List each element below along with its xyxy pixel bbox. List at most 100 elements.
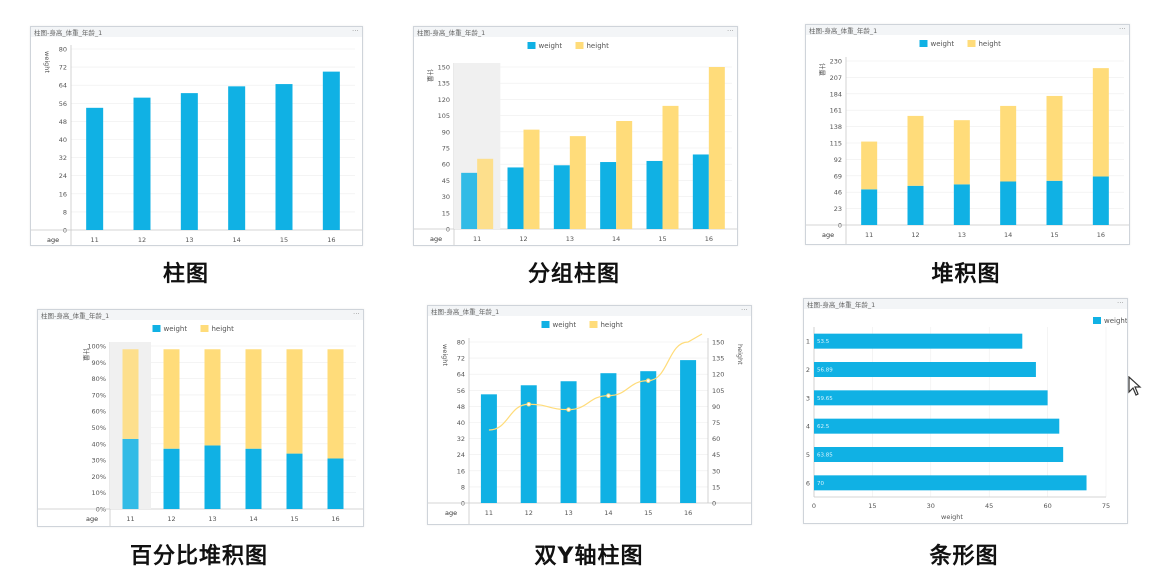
x-axis-name: age	[47, 236, 59, 244]
bar-height	[204, 349, 221, 446]
y-right-tick-label: 105	[712, 387, 724, 395]
y-tick-label: 64	[59, 82, 67, 90]
panel-title: 柱图-身高_体重_年龄_1	[41, 311, 109, 320]
legend-label: height	[601, 321, 624, 329]
y-right-tick-label: 45	[712, 451, 720, 459]
y-tick-label: 72	[59, 64, 67, 72]
bar-weight	[1046, 180, 1063, 225]
y-tick-label: 75	[442, 145, 450, 153]
panel-title-bar	[428, 306, 751, 316]
y-tick-label: 64	[457, 371, 465, 379]
panel-title: 柱图-身高_体重_年龄_1	[809, 26, 877, 35]
x-axis-name: age	[445, 509, 457, 517]
panel-title-bar	[38, 310, 363, 320]
data-label: 53.5	[817, 339, 830, 345]
legend-swatch	[919, 40, 928, 47]
y-tick-label: 161	[830, 107, 842, 115]
bar-weight	[1092, 176, 1109, 225]
y-tick-label: 8	[461, 483, 465, 491]
legend-label: height	[979, 40, 1002, 48]
chart-panel-percent-stacked-bar[interactable]: 柱图-身高_体重_年龄_1 ··· weight height 0% 10% 20% 30% 4…	[37, 309, 364, 527]
y-tick-label: 45	[442, 177, 450, 185]
x-tick-label: 15	[290, 515, 298, 523]
y-tick-label: 3	[806, 394, 810, 402]
y-right-tick-label: 90	[712, 403, 720, 411]
x-axis-name: age	[430, 235, 442, 243]
y-tick-label: 5	[806, 451, 810, 459]
y-tick-label: 80	[59, 46, 67, 54]
chart-panel-stacked-bar[interactable]: 柱图-身高_体重_年龄_1 ··· weight height 0 23 46 69 92 115…	[805, 24, 1130, 245]
y-tick-label: 8	[63, 208, 67, 216]
legend-swatch	[1093, 317, 1101, 324]
dual-axis-bar-line-chart: 柱图-身高_体重_年龄_1 ··· weight height 0 8 16 24 32 40 48…	[428, 306, 751, 524]
y-tick-label: 230	[830, 58, 842, 66]
y-tick-label: 50%	[92, 424, 106, 432]
bar-weight	[560, 381, 577, 503]
panel-menu-icon: ···	[741, 306, 748, 314]
y-tick-label: 30%	[92, 457, 106, 465]
percent-stacked-bar-chart: 柱图-身高_体重_年龄_1 ··· weight height 0% 10% 20% 30% 4…	[38, 310, 363, 526]
chart-panel-dual-axis[interactable]: 柱图-身高_体重_年龄_1 ··· weight height 0 8 16 24 32 40 48…	[427, 305, 752, 525]
caption-grouped-bar: 分组柱图	[527, 262, 620, 287]
x-tick-label: 13	[958, 231, 966, 239]
y-tick-label: 0	[838, 222, 842, 230]
data-label: 59.65	[817, 396, 833, 402]
y-tick-label: 2	[806, 366, 810, 374]
y-tick-label: 46	[834, 189, 842, 197]
bar-weight	[327, 458, 344, 509]
bar-weight	[204, 445, 221, 509]
y-tick-label: 20%	[92, 473, 106, 481]
chart-panel-horizontal-bar[interactable]: 柱图-身高_体重_年龄_1 ··· weight 0 15 30 45 60 75 weight 1…	[803, 298, 1128, 524]
x-tick-label: 12	[138, 236, 146, 244]
x-tick-label: 75	[1102, 502, 1110, 510]
y-axis-label: 计量	[818, 63, 827, 77]
x-tick-label: 13	[208, 515, 216, 523]
x-tick-label: 15	[658, 235, 666, 243]
y-right-tick-label: 135	[712, 355, 724, 363]
bar-weight	[600, 373, 617, 503]
x-tick-label: 11	[865, 231, 873, 239]
y-tick-label: 70%	[92, 391, 106, 399]
bar-weight	[286, 453, 303, 509]
bar-height	[953, 120, 970, 185]
x-tick-label: 15	[868, 502, 876, 510]
y-right-tick-label: 75	[712, 419, 720, 427]
y-tick-label: 92	[834, 156, 842, 164]
bar-weight	[640, 371, 657, 503]
x-tick-label: 11	[126, 515, 134, 523]
y-tick-label: 16	[59, 190, 67, 198]
y-right-tick-label: 150	[712, 339, 724, 347]
y-tick-label: 15	[442, 209, 450, 217]
x-tick-label: 14	[233, 236, 241, 244]
panel-menu-icon: ···	[353, 310, 360, 318]
bar-height	[1046, 95, 1063, 181]
chart-panel-bar[interactable]: 柱图-身高_体重_年龄_1 ··· 0 8 16 24 32 40 48 56 64 72 80 weig…	[30, 26, 363, 246]
y-tick-label: 115	[830, 140, 842, 148]
y-tick-label: 32	[59, 154, 67, 162]
bar-height	[662, 105, 679, 229]
y-right-tick-label: 30	[712, 467, 720, 475]
panel-title: 柱图-身高_体重_年龄_1	[34, 28, 102, 37]
y-tick-label: 0	[63, 227, 67, 235]
caption-horizontal-bar: 条形图	[929, 544, 999, 569]
x-axis-name: age	[86, 515, 98, 523]
legend-label: weight	[164, 325, 188, 333]
x-tick-label: 13	[564, 509, 572, 517]
bar-weight	[814, 475, 1087, 491]
caption-stacked-bar: 堆积图	[931, 262, 1001, 287]
bar-chart: 柱图-身高_体重_年龄_1 ··· 0 8 16 24 32 40 48 56 64 72 80 weig…	[31, 27, 362, 245]
chart-panel-grouped-bar[interactable]: 柱图-身高_体重_年龄_1 ··· weight height 0 15 30 45 60 75 9…	[413, 26, 738, 246]
panel-menu-icon: ···	[727, 27, 734, 35]
bar-height	[861, 141, 878, 190]
panel-menu-icon: ···	[1119, 25, 1126, 33]
panel-title-bar	[31, 27, 362, 37]
bar-weight	[814, 333, 1023, 349]
y-axis-label: 计量	[82, 348, 91, 362]
line-point-height	[606, 393, 611, 398]
bar-weight	[814, 447, 1064, 462]
y-right-tick-label: 120	[712, 371, 724, 379]
data-label: 62.5	[817, 424, 830, 430]
bar-weight	[163, 448, 180, 509]
bar-weight	[814, 362, 1036, 377]
